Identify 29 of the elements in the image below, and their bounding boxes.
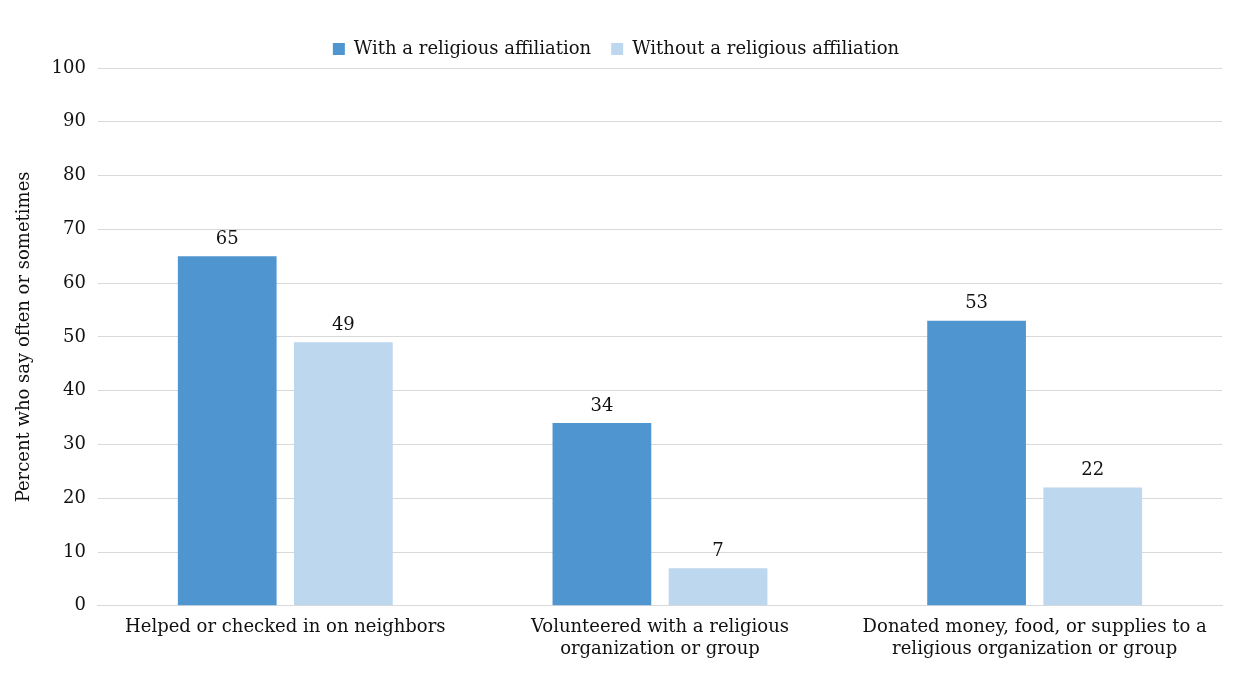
y-tick-label: 40 [63, 378, 86, 400]
y-tick-label: 20 [63, 485, 86, 507]
data-label: 7 [712, 538, 724, 560]
y-axis-title: Percent who say often or sometimes [12, 171, 34, 503]
bar [177, 256, 277, 606]
y-tick-label: 80 [63, 163, 86, 185]
data-label: 49 [331, 312, 355, 334]
x-tick-label: Volunteered with a religious organization or group [529, 615, 789, 658]
y-tick-label: 100 [51, 55, 86, 77]
legend-label: Without a religious affiliation [632, 36, 900, 58]
bar [927, 320, 1026, 606]
y-tick-label: 70 [63, 217, 86, 239]
y-tick-label: 60 [63, 270, 86, 292]
x-tick-label: Donated money, food, or supplies to a religious organization or group [862, 615, 1207, 658]
legend-label: With a religious affiliation [353, 36, 592, 58]
data-label: 53 [965, 291, 989, 313]
y-tick-label: 0 [74, 593, 86, 615]
bar [668, 568, 768, 606]
data-label: 65 [215, 226, 239, 248]
x-tick-label: Helped or checked in on neighbors [125, 615, 446, 637]
bar [552, 422, 652, 606]
data-label: 22 [1081, 458, 1105, 480]
data-label: 34 [590, 393, 614, 415]
y-tick-label: 50 [63, 324, 86, 346]
bar [1043, 487, 1143, 606]
y-tick-label: 10 [63, 539, 86, 561]
y-tick-label: 30 [63, 432, 86, 454]
bar [294, 342, 393, 606]
y-tick-label: 90 [63, 109, 86, 131]
